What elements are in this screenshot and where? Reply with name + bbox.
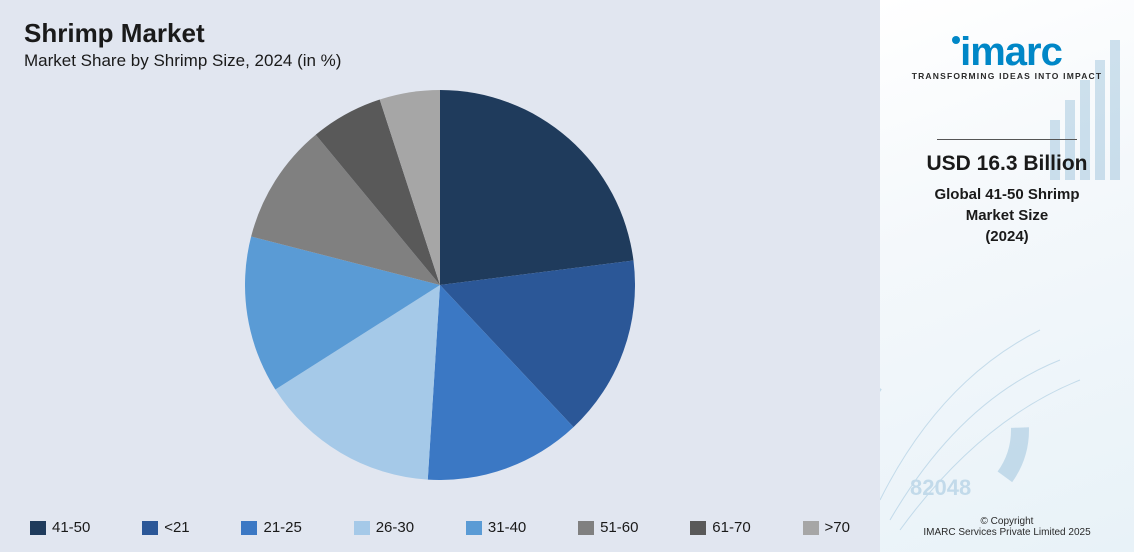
logo-dot-icon	[952, 36, 960, 44]
legend-swatch	[241, 521, 257, 535]
legend-item: >70	[803, 519, 850, 536]
legend-label: 51-60	[600, 519, 638, 536]
stat-label-line: (2024)	[926, 226, 1087, 247]
stat-value: USD 16.3 Billion	[926, 152, 1087, 176]
legend-item: 31-40	[466, 519, 526, 536]
svg-text:82048: 82048	[910, 475, 971, 500]
logo-tagline: TRANSFORMING IDEAS INTO IMPACT	[912, 71, 1103, 81]
stat-label: Global 41-50 Shrimp Market Size (2024)	[926, 184, 1087, 247]
pie-slice	[440, 90, 633, 285]
legend-label: >70	[825, 519, 850, 536]
stat-label-line: Market Size	[926, 205, 1087, 226]
root: Shrimp Market Market Share by Shrimp Siz…	[0, 0, 1134, 552]
legend: 41-50 <21 21-25 26-30 31-40 51-60 61-70 >70	[30, 519, 850, 536]
legend-swatch	[30, 521, 46, 535]
legend-item: 21-25	[241, 519, 301, 536]
stat-block: USD 16.3 Billion Global 41-50 Shrimp Mar…	[926, 139, 1087, 247]
chart-panel: Shrimp Market Market Share by Shrimp Siz…	[0, 0, 880, 552]
pie-svg	[245, 90, 635, 480]
logo: imarc TRANSFORMING IDEAS INTO IMPACT	[912, 30, 1103, 81]
legend-label: 26-30	[376, 519, 414, 536]
page-title: Shrimp Market	[24, 18, 856, 49]
copyright: © Copyright IMARC Services Private Limit…	[880, 516, 1134, 538]
copyright-line: IMARC Services Private Limited 2025	[880, 527, 1134, 538]
legend-label: 21-25	[263, 519, 301, 536]
legend-item: 26-30	[354, 519, 414, 536]
legend-swatch	[142, 521, 158, 535]
logo-text: imarc	[960, 30, 1062, 74]
side-panel-decor: 82048	[880, 0, 1134, 552]
legend-item: 61-70	[690, 519, 750, 536]
copyright-line: © Copyright	[880, 516, 1134, 527]
legend-swatch	[690, 521, 706, 535]
legend-swatch	[354, 521, 370, 535]
pie-chart	[245, 90, 635, 485]
legend-label: 31-40	[488, 519, 526, 536]
legend-item: 51-60	[578, 519, 638, 536]
stat-label-line: Global 41-50 Shrimp	[926, 184, 1087, 205]
legend-item: <21	[142, 519, 189, 536]
legend-swatch	[803, 521, 819, 535]
legend-swatch	[466, 521, 482, 535]
stat-divider	[937, 139, 1077, 140]
side-panel: 82048 imarc TRANSFORMING IDEAS INTO IMPA…	[880, 0, 1134, 552]
legend-label: 61-70	[712, 519, 750, 536]
page-subtitle: Market Share by Shrimp Size, 2024 (in %)	[24, 51, 856, 71]
legend-label: <21	[164, 519, 189, 536]
legend-label: 41-50	[52, 519, 90, 536]
legend-item: 41-50	[30, 519, 90, 536]
legend-swatch	[578, 521, 594, 535]
